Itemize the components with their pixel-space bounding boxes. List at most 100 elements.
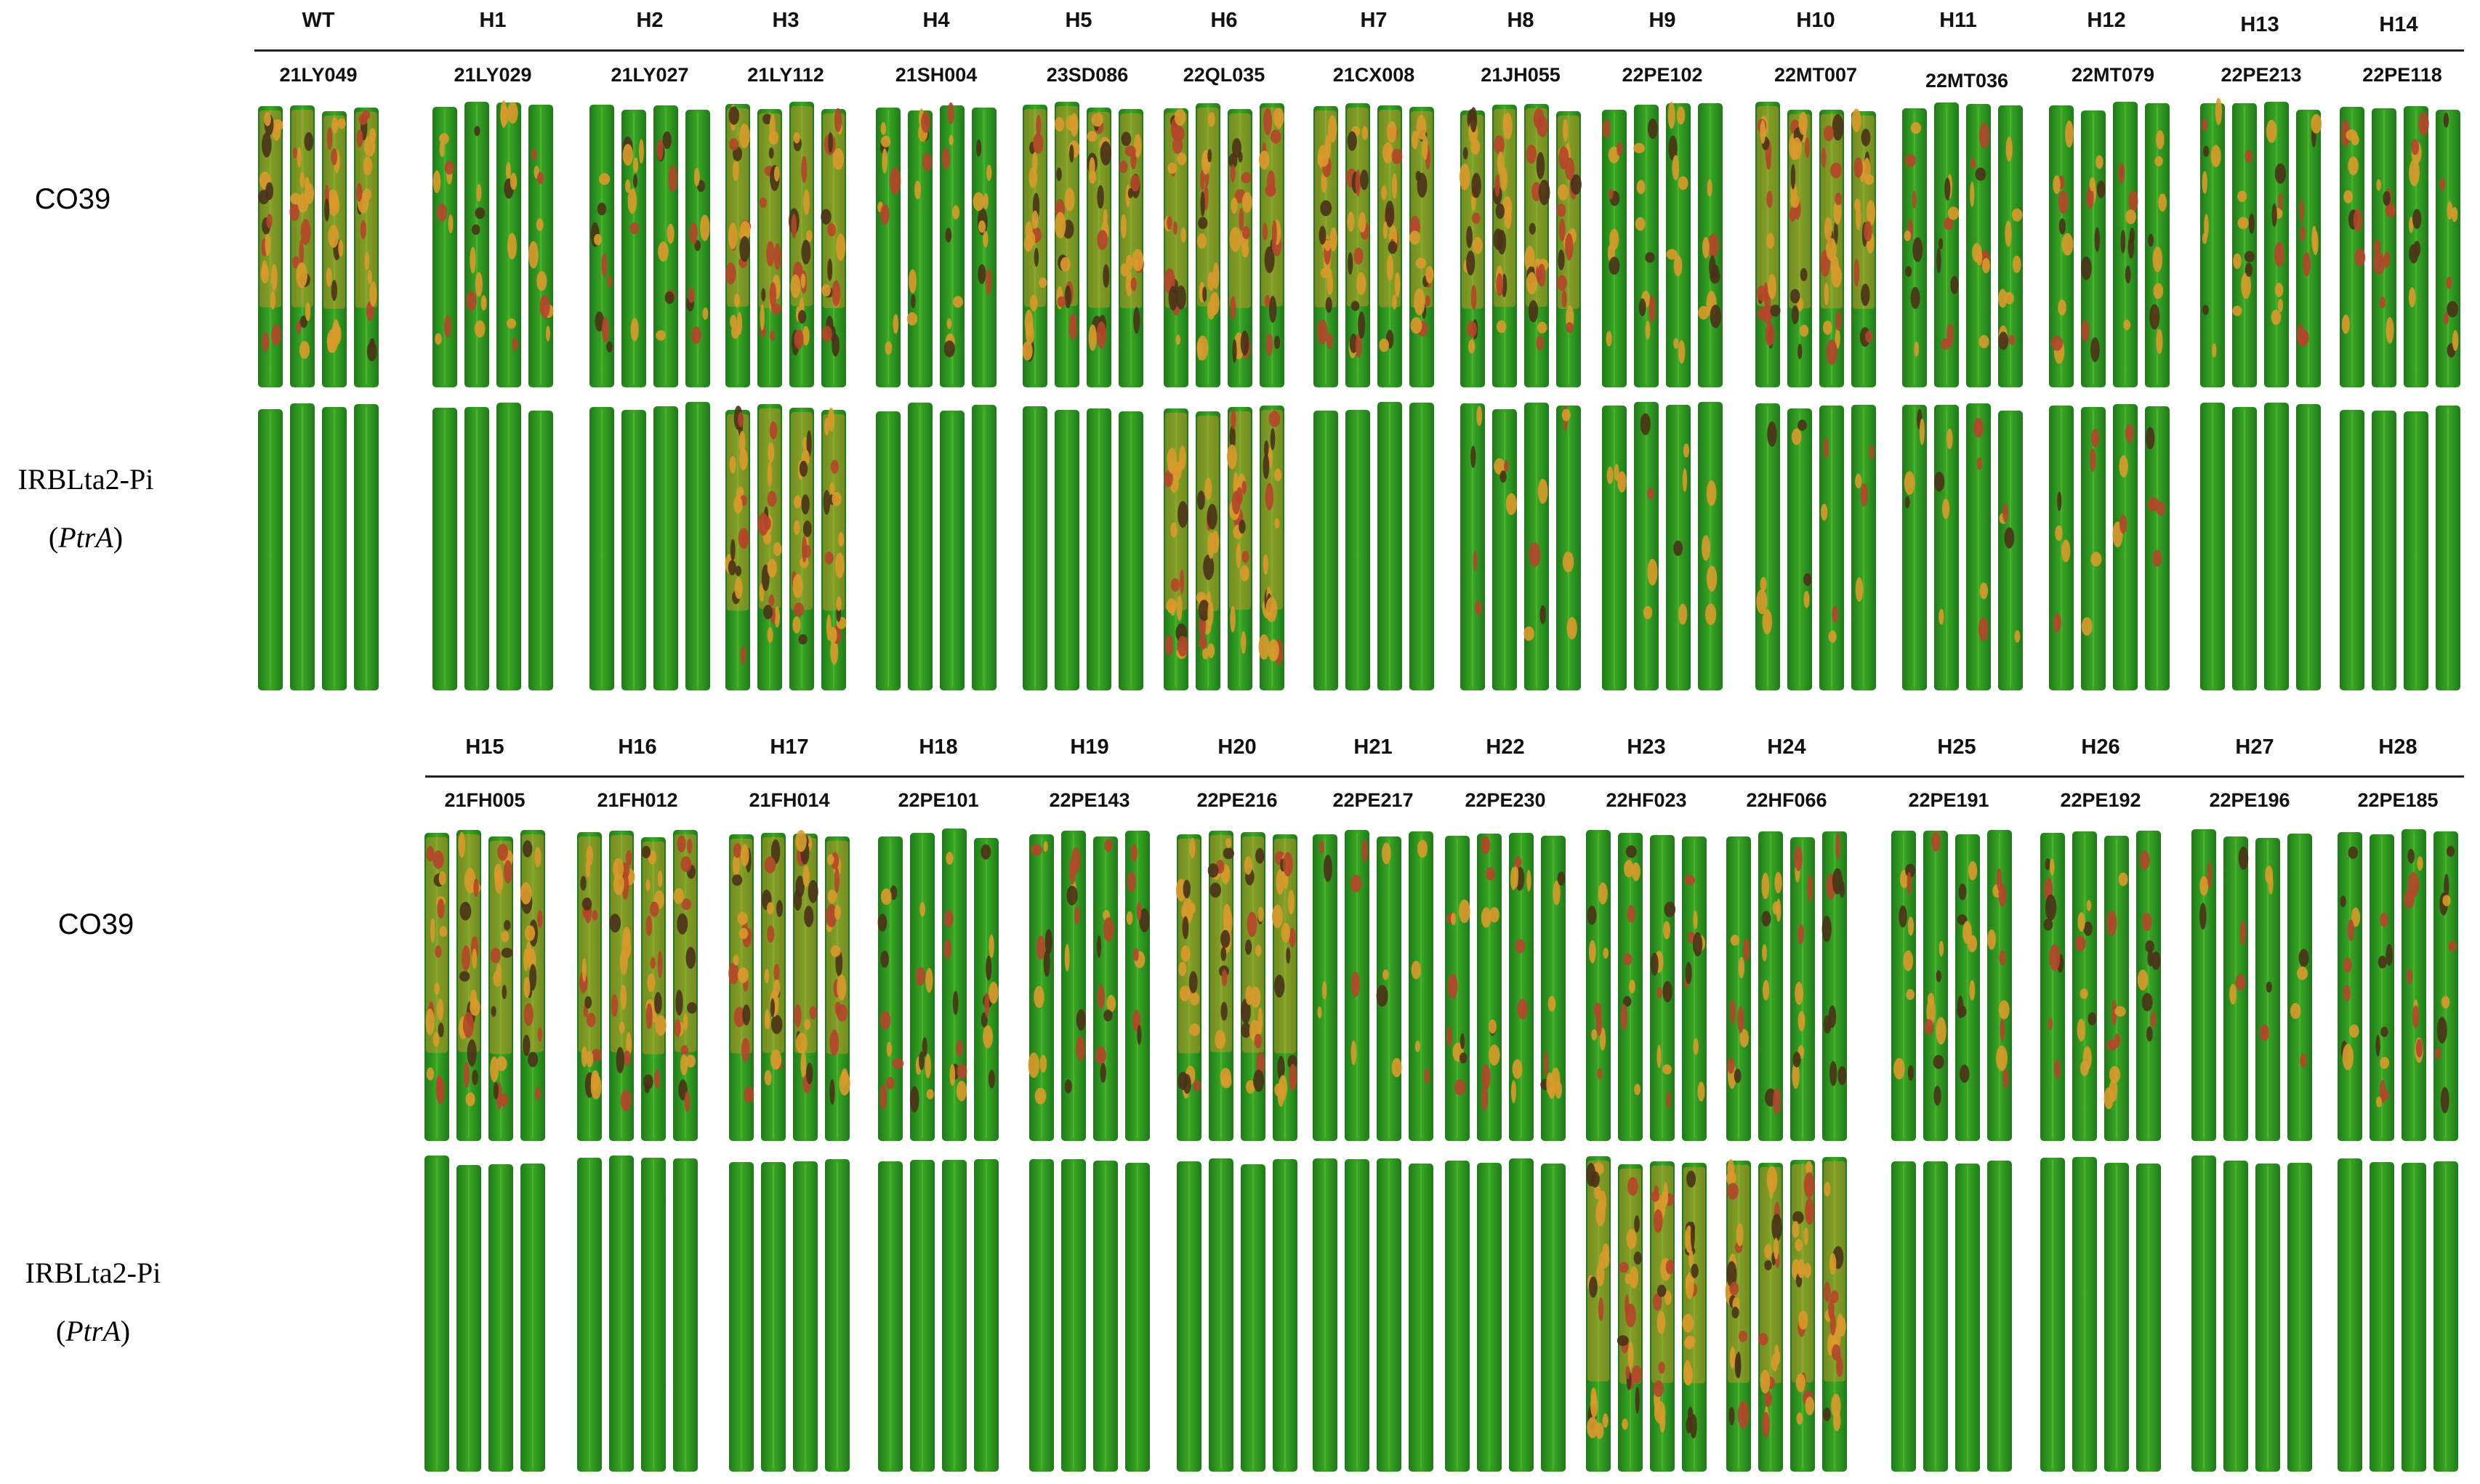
lesion-spot [1246, 1080, 1255, 1094]
irblta2-leaf-group [1725, 1157, 1847, 1472]
lesion-spot [1497, 320, 1507, 334]
lesion-spot [1595, 1010, 1602, 1036]
lesion-spot [1829, 1253, 1837, 1275]
lesion-spot [1976, 457, 1982, 470]
lesion-spot [1536, 152, 1545, 180]
lesion-spot [525, 925, 536, 942]
lesion-spot [1529, 222, 1536, 235]
lesion-spot [1064, 943, 1070, 972]
lesion-spot [770, 331, 775, 342]
lesion-spot [337, 118, 346, 129]
lesion-spot [773, 243, 781, 270]
rice-leaf [1087, 408, 1111, 690]
lesion-spot [438, 1023, 444, 1038]
lesion-spot [2125, 265, 2131, 284]
lesion-spot [1707, 179, 1712, 197]
lesion-spot [1321, 172, 1327, 193]
lesion-spot [1350, 874, 1362, 892]
lesion-spot [829, 1029, 840, 1056]
lesion-spot [1931, 831, 1941, 852]
lesion-spot [1415, 257, 1427, 269]
lesion-spot [2082, 1046, 2092, 1070]
lesion-spot [1064, 1079, 1072, 1094]
lesion-spot [770, 303, 781, 315]
haplotype-label: H17 [770, 735, 809, 759]
rice-leaf [1787, 408, 1812, 690]
lesion-spot [766, 241, 775, 267]
lesion-spot [1603, 119, 1611, 139]
lesion-spot [490, 947, 501, 964]
lesion-spot [2451, 206, 2458, 222]
lesion-spot [1466, 320, 1477, 338]
rice-leaf [354, 404, 379, 690]
lesion-spot [1598, 1297, 1604, 1322]
lesion-spot [1710, 305, 1722, 328]
lesion-spot [1028, 1052, 1040, 1078]
lesion-spot [622, 144, 634, 166]
lesion-spot [1865, 331, 1873, 343]
lesion-spot [2444, 312, 2449, 325]
header-rule [425, 775, 2464, 778]
resistant-gene-name: PtrA [65, 1315, 121, 1347]
lesion-spot [2074, 935, 2086, 951]
isolate-label: 22PE102 [1622, 64, 1703, 86]
isolate-label: 22PE192 [2060, 789, 2141, 811]
lesion-spot [616, 1047, 624, 1073]
lesion-spot [2123, 319, 2131, 331]
lesion-spot [2089, 448, 2096, 472]
lesion-spot [1557, 871, 1566, 886]
lesion-spot [734, 294, 741, 308]
lesion-spot [1494, 135, 1505, 155]
lesion-spot [297, 147, 302, 168]
lesion-spot [2012, 255, 2021, 273]
lesion-spot [2061, 233, 2074, 256]
lesion-spot [739, 220, 751, 239]
row-label-susceptible: CO39 [57, 908, 134, 940]
lesion-spot [976, 139, 982, 157]
lesion-spot [1685, 1272, 1694, 1299]
lesion-spot [1919, 418, 1925, 445]
lesion-spot [728, 962, 739, 985]
lesion-spot [1855, 473, 1862, 489]
irblta2-leaf-group [2338, 1158, 2458, 1472]
lesion-spot [1127, 187, 1133, 198]
lesion-spot [1034, 985, 1044, 1008]
lesion-spot [444, 315, 451, 339]
lesion-spot [1271, 219, 1277, 247]
lesion-spot [1668, 135, 1678, 161]
rice-leaf [621, 110, 646, 387]
lesion-spot [1969, 980, 1976, 1001]
lesion-spot [1069, 857, 1076, 885]
lesion-spot [1376, 985, 1388, 1007]
lesion-spot [656, 139, 664, 161]
lesion-spot [1998, 331, 2009, 350]
lesion-spot [1707, 233, 1719, 258]
lesion-spot [1347, 211, 1355, 232]
header-rule [254, 49, 2464, 52]
lesion-spot [1265, 483, 1274, 511]
lesion-spot [2045, 858, 2051, 871]
lesion-spot [766, 902, 774, 915]
lesion-spot [1823, 1407, 1831, 1422]
lesion-spot [1409, 230, 1421, 245]
lesion-spot [1414, 1040, 1420, 1052]
rice-leaf [1125, 1163, 1150, 1472]
lesion-spot [2452, 330, 2459, 351]
lesion-spot [1167, 216, 1172, 230]
lesion-spot [1972, 243, 1982, 262]
lesion-spot [1382, 142, 1394, 164]
lesion-spot [1796, 1412, 1803, 1425]
lesion-spot [683, 1013, 688, 1031]
haplotype-label: H22 [1486, 735, 1525, 759]
irblta2-leaf-group [1164, 406, 1284, 690]
lesion-spot [694, 240, 701, 251]
lesion-spot [1204, 477, 1212, 501]
lesion-spot [2442, 895, 2451, 906]
lesion-spot [369, 128, 377, 143]
lesion-spot [591, 1049, 603, 1062]
lesion-spot [291, 256, 299, 269]
irblta2-leaf-group [1023, 406, 1143, 690]
lesion-spot [1517, 999, 1528, 1020]
lesion-spot [1803, 1172, 1815, 1198]
lesion-spot [1829, 1312, 1836, 1336]
